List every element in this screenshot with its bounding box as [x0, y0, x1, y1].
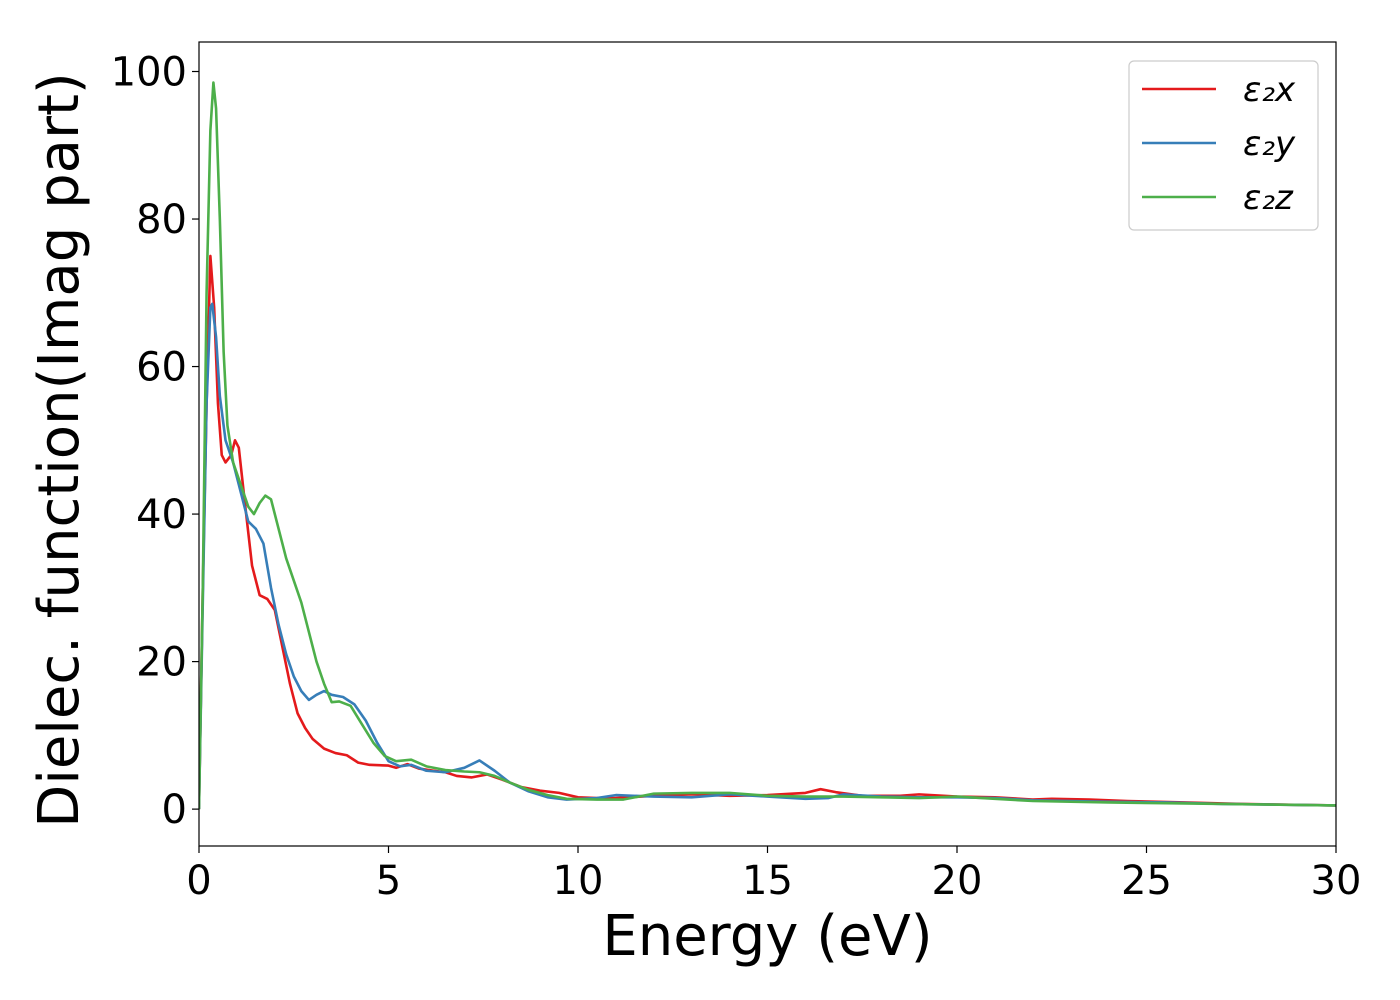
- legend-label-1: ε₂y: [1243, 124, 1296, 164]
- x-tick-label: 0: [186, 858, 211, 904]
- x-tick-label: 20: [932, 858, 983, 904]
- x-tick-label: 15: [742, 858, 793, 904]
- x-axis-ticks: 0 5 10 15 20 25 30: [186, 846, 1361, 904]
- legend-label-2: ε₂z: [1243, 178, 1294, 218]
- x-tick-label: 10: [553, 858, 604, 904]
- legend-label-0: ε₂x: [1243, 70, 1296, 110]
- y-axis-ticks: 0 20 40 60 80 100: [111, 50, 199, 833]
- y-tick-label: 60: [136, 345, 187, 391]
- series-line-2: [199, 81, 1336, 810]
- legend: ε₂x ε₂y ε₂z: [1128, 60, 1319, 231]
- plot-lines: [199, 81, 1336, 810]
- y-tick-label: 80: [136, 197, 187, 243]
- x-tick-label: 5: [376, 858, 401, 904]
- y-axis-title: Dielec. function(Imag part): [27, 72, 92, 828]
- legend-box: [1128, 60, 1319, 231]
- x-tick-label: 25: [1121, 858, 1172, 904]
- y-tick-label: 0: [162, 787, 187, 833]
- y-tick-label: 100: [111, 50, 187, 96]
- y-tick-label: 40: [136, 492, 187, 538]
- x-tick-label: 30: [1311, 858, 1362, 904]
- x-axis-title: Energy (eV): [602, 904, 932, 969]
- series-line-1: [199, 302, 1336, 810]
- y-tick-label: 20: [136, 640, 187, 686]
